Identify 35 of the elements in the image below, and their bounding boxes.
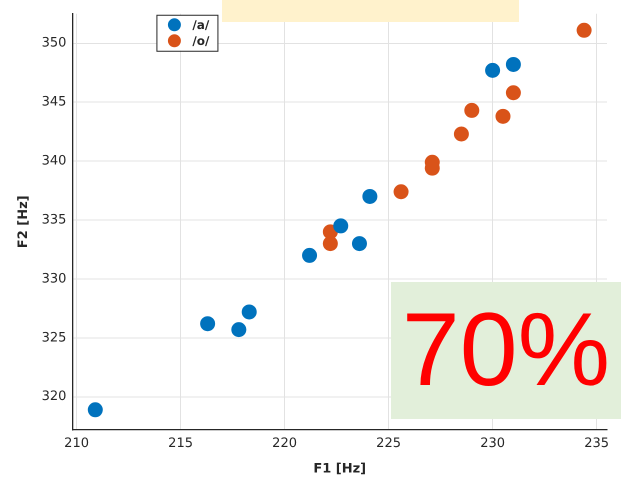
- x-tick-label: 220: [272, 436, 297, 451]
- x-tick-label: 215: [168, 436, 193, 451]
- x-tick-label: 235: [584, 436, 610, 451]
- point: [231, 322, 246, 338]
- x-axis-title: F1 [Hz]: [313, 462, 366, 477]
- y-tick-label: 335: [42, 212, 66, 228]
- point: [352, 236, 367, 252]
- point: [362, 188, 378, 204]
- x-tick-label: 225: [376, 436, 402, 451]
- y-tick-label: 345: [42, 94, 66, 110]
- point: [464, 102, 480, 118]
- point: [506, 85, 521, 100]
- point: [576, 22, 592, 38]
- y-tick-label: 340: [42, 153, 66, 168]
- y-tick-label: 325: [42, 330, 66, 346]
- y-tick-label: 320: [42, 389, 66, 404]
- x-tick-label: 210: [64, 436, 89, 451]
- point: [495, 108, 510, 124]
- y-axis-title: F2 [Hz]: [16, 195, 32, 248]
- x-tick-label: 230: [480, 436, 506, 451]
- point: [394, 184, 409, 200]
- point: [485, 62, 500, 78]
- point: [454, 126, 469, 142]
- annotation: 70%: [391, 282, 621, 419]
- point: [322, 236, 338, 252]
- legend-label: /a/: [192, 18, 210, 32]
- point: [302, 248, 318, 263]
- point: [242, 304, 257, 320]
- y-tick-label: 330: [42, 271, 66, 286]
- point: [200, 316, 216, 332]
- y-tick-label: 350: [42, 36, 66, 51]
- point: [506, 56, 521, 72]
- legend-label: /o/: [192, 34, 210, 48]
- point: [333, 218, 348, 234]
- point: [88, 402, 103, 418]
